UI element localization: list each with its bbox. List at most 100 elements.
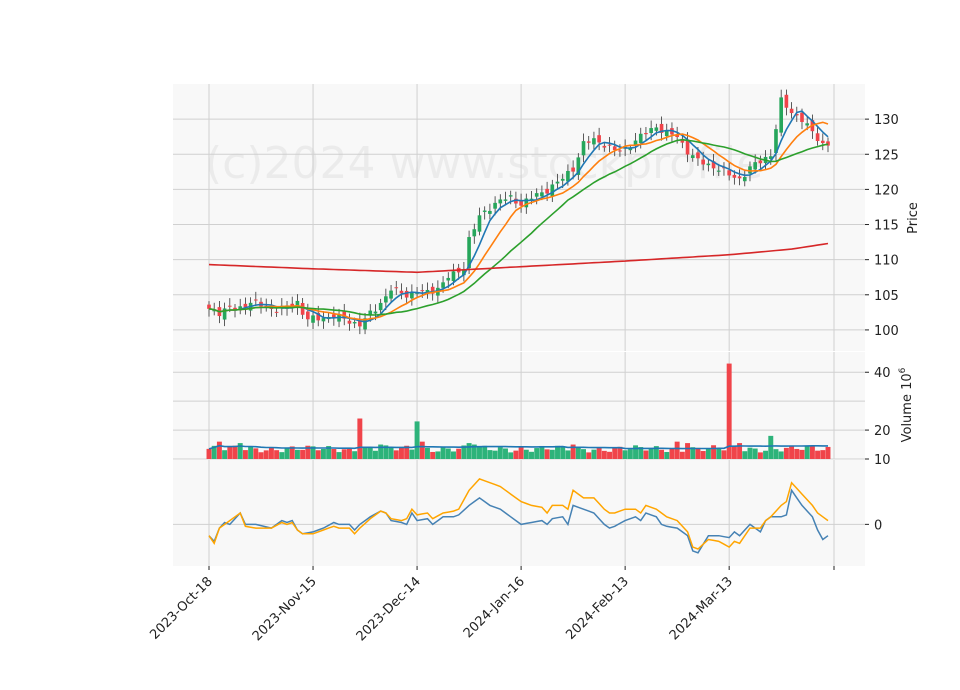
series-line-ma100 [208,242,829,274]
volume-bar [695,447,701,459]
candle-body [540,192,544,197]
candle-body [664,129,669,137]
volume-bar [456,448,462,459]
volume-y-tick-label: 10 [874,453,891,468]
volume-bar [627,449,633,459]
x-tick-label: 2023-Oct-18 [147,574,215,642]
oscillator-panel-bg [173,460,865,566]
volume-bar [752,448,758,459]
candle-body [758,160,763,164]
candle-body [300,302,305,315]
candle-body [430,286,435,294]
volume-bar [804,446,810,459]
price-y-tick-label: 115 [874,219,899,234]
candle-body [696,152,700,159]
candle-body [508,195,513,197]
candle [555,173,560,190]
candle [477,207,482,236]
volume-bar [430,451,436,459]
volume-bar [487,450,493,459]
volume-bar [362,447,368,459]
volume-bar [409,449,415,459]
price-plot [207,89,830,335]
candle-body [378,302,383,311]
candle-body [482,210,487,212]
candle [612,140,617,157]
candle-body [566,170,570,182]
candle-body [519,200,523,206]
volume-bar [820,450,826,459]
candle [602,141,607,152]
volume-bar [648,448,654,459]
candle-body [607,144,612,146]
volume-bar [435,451,441,459]
volume-bar [586,452,592,459]
candle [742,170,747,187]
candle-body [477,215,482,232]
candle-body [238,306,243,311]
volume-ma-line [208,444,828,450]
candle [462,261,466,282]
candle [571,160,575,180]
candle-body [800,112,804,122]
price-y-tick-label: 100 [874,324,899,339]
volume-bar [716,447,722,459]
volume-bar [809,446,815,459]
volume-bar [565,450,571,459]
watermark: (c)2024 www.stockprofile [205,138,763,189]
candle-body [233,307,237,310]
series-line-ma10 [208,121,829,321]
candle-body [654,127,659,131]
volume-bar [497,447,503,459]
candle [685,132,690,163]
candle-body [789,108,794,114]
volume-bar [768,435,774,459]
volume-bar [596,447,602,459]
volume-bar [575,446,581,459]
volume-bar [284,448,290,459]
candle-body [784,94,789,108]
volume-bar [471,444,477,459]
price-y-tick-label: 120 [874,183,899,198]
volume-bar [331,448,337,459]
candle [503,191,508,206]
candle-body [592,138,596,145]
candle-body [514,198,518,204]
candle-body [420,290,425,292]
candle-body [529,198,534,200]
candle-body [644,133,648,135]
candle [295,294,300,315]
volume-label-exp: 6 [898,367,908,373]
oscillator-plot [208,478,829,554]
candle [758,155,763,171]
candle-body [550,184,555,197]
volume-bar [664,451,670,459]
volume-bar [300,449,306,459]
volume-bar [378,444,384,459]
volume-bar [393,450,399,459]
volume-bar [539,445,545,459]
candle-body [571,167,575,172]
volume-bar [669,448,675,459]
candle-body [815,133,820,142]
candle-body [472,229,477,237]
volume-bar [508,452,514,459]
volume-bar [211,445,217,459]
volume-bar [570,444,576,459]
candle [238,298,243,315]
volume-bar [679,451,685,459]
price-axis-label: Price [906,202,921,234]
candle-body [612,146,617,151]
candle [358,312,362,335]
candle [550,179,555,203]
candle [706,159,711,172]
candle-body [207,304,211,309]
volume-bar [742,451,748,459]
candle-body [321,318,326,322]
candle [644,127,648,141]
volume-panel-bg [173,352,865,459]
volume-bar [237,443,243,459]
candle [794,106,799,122]
volume-bar [633,445,639,459]
volume-bar [424,447,430,459]
